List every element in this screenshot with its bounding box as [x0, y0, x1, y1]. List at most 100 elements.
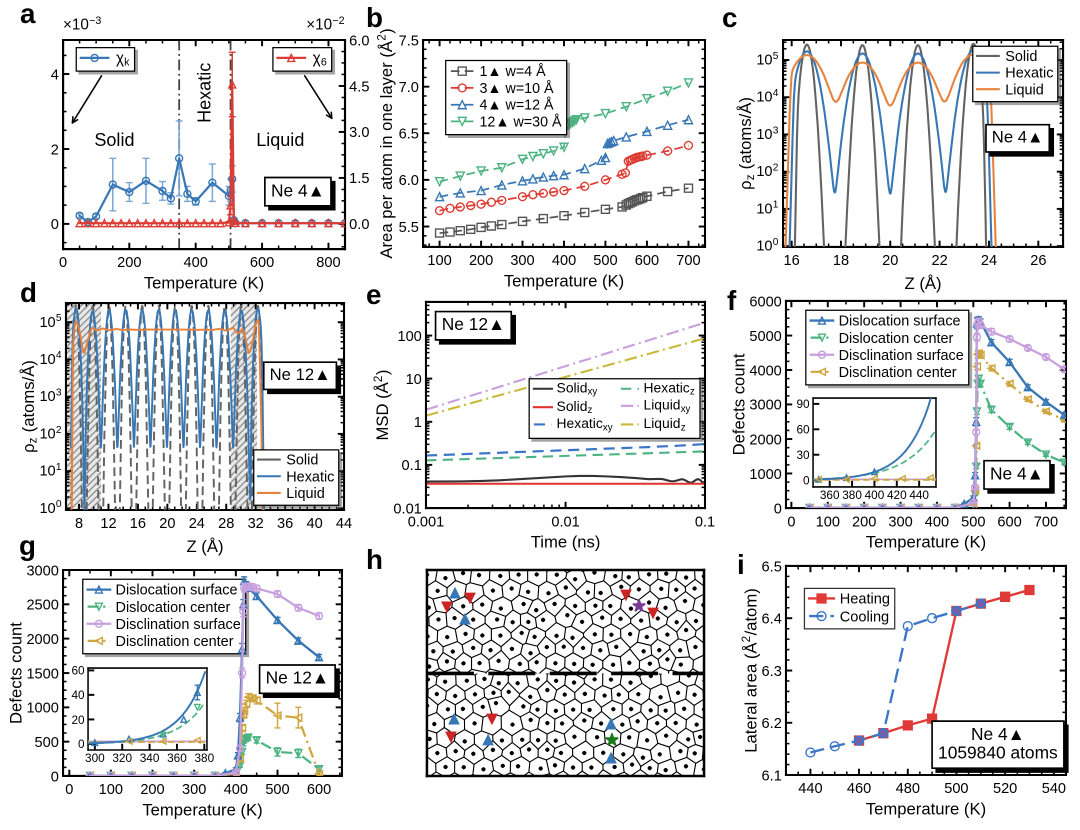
svg-text:1 0 3: 1 0 3	[756, 119, 778, 144]
svg-text:0.1: 0.1	[402, 458, 422, 474]
svg-text:100: 100	[816, 514, 840, 530]
svg-text:30: 30	[796, 448, 810, 462]
svg-text:a: a	[20, 0, 36, 29]
svg-text:8: 8	[75, 516, 83, 532]
svg-text:A r e a: A r e a p e r a t o m i n o n e l a	[372, 23, 397, 259]
svg-text:Temperature (K): Temperature (K)	[504, 272, 624, 291]
svg-text:1059840 atoms: 1059840 atoms	[938, 742, 1058, 762]
svg-text:380: 380	[194, 751, 214, 765]
svg-text:600: 600	[307, 782, 331, 798]
svg-text:Liquid: Liquid	[286, 486, 325, 502]
svg-text:1 0 4: 1 0 4	[39, 344, 61, 369]
svg-text:0.0: 0.0	[349, 217, 369, 233]
svg-text:g: g	[19, 530, 36, 561]
svg-text:100: 100	[99, 782, 123, 798]
svg-text:1000: 1000	[749, 467, 781, 483]
svg-text:4▲ w=12 Å: 4▲ w=12 Å	[479, 97, 554, 114]
svg-text:1000: 1000	[26, 701, 58, 717]
svg-text:1 0 2: 1 0 2	[756, 156, 778, 181]
svg-text:60: 60	[71, 664, 85, 678]
svg-text:Dislocation center: Dislocation center	[839, 331, 954, 347]
svg-text:0.01: 0.01	[551, 514, 579, 530]
svg-text:Hexatic: Hexatic	[1005, 66, 1053, 82]
svg-text:100: 100	[397, 329, 421, 345]
svg-text:5.5: 5.5	[399, 220, 419, 236]
svg-text:300: 300	[888, 514, 912, 530]
svg-text:Solid: Solid	[286, 453, 318, 469]
svg-text:1.5: 1.5	[349, 171, 369, 187]
svg-text:1 0 5: 1 0 5	[756, 44, 778, 69]
svg-text:Solid: Solid	[94, 130, 134, 150]
svg-text:Cooling: Cooling	[840, 609, 889, 625]
svg-text:Heating: Heating	[840, 592, 890, 608]
svg-text:200: 200	[140, 782, 164, 798]
svg-text:500: 500	[961, 514, 985, 530]
svg-text:1▲ w=4 Å: 1▲ w=4 Å	[479, 63, 546, 80]
svg-text:Hexatic: Hexatic	[194, 63, 214, 123]
svg-text:3000: 3000	[26, 563, 58, 579]
svg-text:300: 300	[510, 253, 534, 269]
svg-text:26: 26	[1030, 253, 1046, 269]
svg-text:Temperature (K): Temperature (K)	[866, 800, 986, 819]
svg-text:40: 40	[71, 688, 85, 702]
svg-text:Ne 4▲: Ne 4▲	[990, 463, 1044, 483]
svg-text:Dislocation surface: Dislocation surface	[116, 583, 238, 599]
svg-text:500: 500	[265, 782, 289, 798]
svg-text:h: h	[366, 544, 383, 575]
svg-text:44: 44	[336, 516, 352, 532]
svg-text:1 0 1: 1 0 1	[39, 456, 61, 481]
svg-text:24: 24	[981, 253, 997, 269]
svg-text:1 0 3: 1 0 3	[39, 381, 61, 406]
svg-text:b: b	[366, 2, 383, 33]
svg-text:0: 0	[51, 217, 59, 233]
svg-text:χ k: χ k	[116, 43, 130, 69]
svg-text:36: 36	[277, 516, 293, 532]
svg-text:700: 700	[1034, 514, 1058, 530]
svg-text:H e x a: H e x a t i c z	[643, 373, 695, 398]
svg-text:440: 440	[798, 781, 822, 797]
svg-text:7.0: 7.0	[399, 80, 419, 96]
svg-text:60: 60	[796, 423, 810, 437]
svg-text:6.1: 6.1	[762, 768, 782, 784]
svg-text:i: i	[737, 549, 745, 580]
svg-text:400: 400	[552, 253, 576, 269]
svg-text:1 0 2: 1 0 2	[39, 418, 61, 443]
svg-text:L a t e: L a t e r a l a r e a ( Å / a t o m ) 2	[736, 583, 761, 753]
svg-text:1 0 1: 1 0 1	[756, 193, 778, 218]
svg-text:200: 200	[852, 514, 876, 530]
svg-text:400: 400	[925, 514, 949, 530]
svg-text:3.0: 3.0	[349, 125, 369, 141]
svg-text:12▲ w=30 Å: 12▲ w=30 Å	[479, 113, 562, 130]
svg-text:600: 600	[635, 253, 659, 269]
svg-text:400: 400	[224, 782, 248, 798]
svg-text:20: 20	[159, 516, 175, 532]
svg-text:0: 0	[78, 737, 85, 751]
svg-text:700: 700	[676, 253, 700, 269]
svg-text:4.5: 4.5	[349, 79, 369, 95]
svg-text:20: 20	[71, 713, 85, 727]
svg-text:24: 24	[189, 516, 205, 532]
svg-text:600: 600	[997, 514, 1021, 530]
svg-text:400: 400	[184, 255, 208, 271]
svg-text:6.0: 6.0	[349, 33, 369, 49]
svg-text:Z (Å): Z (Å)	[905, 274, 942, 293]
svg-text:e: e	[366, 279, 381, 310]
svg-text:22: 22	[931, 253, 947, 269]
svg-text:1 0 0: 1 0 0	[756, 231, 778, 256]
svg-text:Liquid: Liquid	[1005, 82, 1044, 98]
svg-text:400: 400	[865, 488, 885, 502]
svg-text:320: 320	[112, 751, 132, 765]
svg-text:480: 480	[896, 781, 920, 797]
svg-text:360: 360	[820, 488, 840, 502]
svg-text:300: 300	[182, 782, 206, 798]
svg-text:ρ ( a: ρ ( a t o m s / Å ) z	[731, 92, 757, 190]
svg-text:Disclination surface: Disclination surface	[839, 348, 964, 364]
svg-text:540: 540	[1042, 781, 1066, 797]
svg-text:× 1 0 −: × 1 0 − 2	[306, 4, 344, 35]
svg-text:32: 32	[248, 516, 264, 532]
svg-text:× 1 0 −: × 1 0 − 3	[63, 4, 101, 35]
svg-text:Disclination center: Disclination center	[116, 634, 234, 650]
svg-text:1: 1	[414, 415, 422, 431]
svg-text:520: 520	[993, 781, 1017, 797]
svg-text:600: 600	[250, 255, 274, 271]
